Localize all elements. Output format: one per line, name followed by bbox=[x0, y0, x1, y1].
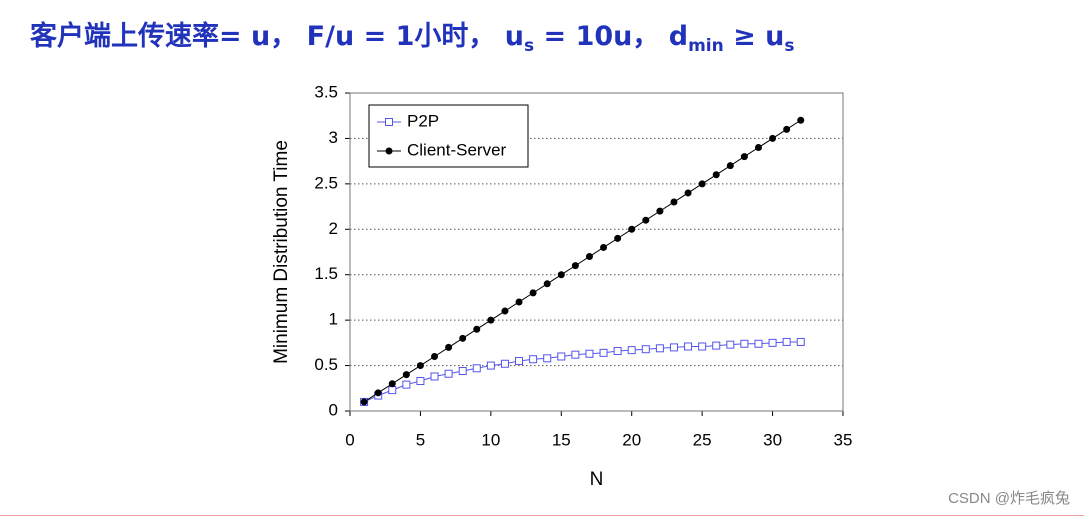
cs-marker bbox=[628, 225, 636, 233]
p2p-marker bbox=[768, 338, 777, 347]
cs-marker bbox=[600, 243, 608, 251]
legend-box bbox=[368, 104, 529, 168]
p2p-marker bbox=[669, 343, 678, 352]
legend-marker bbox=[385, 118, 393, 126]
p2p-marker bbox=[599, 348, 608, 357]
cs-marker bbox=[459, 334, 467, 342]
cs-marker bbox=[487, 316, 495, 324]
x-tick-label: 0 bbox=[345, 430, 354, 449]
cs-marker bbox=[416, 362, 424, 370]
p2p-marker bbox=[388, 386, 397, 395]
p2p-marker bbox=[430, 372, 439, 381]
p2p-marker bbox=[796, 337, 805, 346]
y-tick-label: 1.5 bbox=[314, 264, 338, 283]
x-tick-label: 20 bbox=[622, 430, 641, 449]
title-text: ≥ u bbox=[723, 21, 785, 52]
cs-marker bbox=[473, 325, 481, 333]
legend-label: Client-Server bbox=[407, 140, 507, 159]
p2p-marker bbox=[515, 357, 524, 366]
x-axis-label: N bbox=[590, 469, 604, 490]
y-tick-label: 1 bbox=[329, 310, 338, 329]
cs-marker bbox=[656, 207, 664, 215]
p2p-marker bbox=[684, 342, 693, 351]
p2p-marker bbox=[754, 339, 763, 348]
p2p-marker bbox=[402, 380, 411, 389]
x-tick-label: 15 bbox=[552, 430, 571, 449]
cs-marker bbox=[543, 280, 551, 288]
cs-marker bbox=[642, 216, 650, 224]
cs-marker bbox=[670, 198, 678, 206]
p2p-marker bbox=[557, 352, 566, 361]
x-tick-label: 10 bbox=[481, 430, 500, 449]
p2p-marker bbox=[627, 346, 636, 355]
cs-marker bbox=[740, 153, 748, 161]
watermark: CSDN @炸毛疯兔 bbox=[948, 490, 1070, 507]
cs-marker bbox=[388, 380, 396, 388]
legend-marker bbox=[385, 147, 393, 155]
cs-marker bbox=[684, 189, 692, 197]
p2p-marker bbox=[655, 344, 664, 353]
cs-marker bbox=[698, 180, 706, 188]
cs-marker bbox=[501, 307, 509, 315]
bottom-rule bbox=[0, 515, 1084, 516]
x-tick-label: 30 bbox=[763, 430, 782, 449]
cs-marker bbox=[797, 116, 805, 124]
x-tick-label: 25 bbox=[693, 430, 712, 449]
cs-marker bbox=[726, 162, 734, 170]
p2p-marker bbox=[740, 339, 749, 348]
cs-marker bbox=[445, 343, 453, 351]
p2p-marker bbox=[613, 347, 622, 356]
p2p-marker bbox=[726, 340, 735, 349]
p2p-marker bbox=[500, 359, 509, 368]
y-tick-label: 3.5 bbox=[314, 82, 338, 101]
cs-marker bbox=[571, 262, 579, 270]
p2p-marker bbox=[782, 337, 791, 346]
p2p-marker bbox=[458, 367, 467, 376]
y-tick-label: 0.5 bbox=[314, 355, 338, 374]
p2p-marker bbox=[543, 354, 552, 363]
cs-marker bbox=[374, 389, 382, 397]
cs-marker bbox=[402, 371, 410, 379]
cs-marker bbox=[585, 253, 593, 261]
cs-marker bbox=[712, 171, 720, 179]
p2p-marker bbox=[472, 364, 481, 373]
cs-marker bbox=[515, 298, 523, 306]
cs-marker bbox=[754, 144, 762, 152]
slide-title: 客户端上传速率= u， F/u = 1小时， us = 10u， dmin ≥ … bbox=[30, 14, 795, 56]
p2p-marker bbox=[585, 349, 594, 358]
p2p-marker bbox=[444, 369, 453, 378]
cs-marker bbox=[614, 234, 622, 242]
cs-marker bbox=[529, 289, 537, 297]
y-tick-label: 0 bbox=[329, 400, 338, 419]
p2p-marker bbox=[529, 355, 538, 364]
y-axis-label: Minimum Distribution Time bbox=[271, 140, 292, 364]
cs-marker bbox=[783, 125, 791, 133]
cs-marker bbox=[557, 271, 565, 279]
y-tick-label: 2.5 bbox=[314, 173, 338, 192]
p2p-marker bbox=[641, 345, 650, 354]
x-tick-label: 35 bbox=[834, 430, 853, 449]
title-subscript: s bbox=[524, 36, 535, 56]
p2p-marker bbox=[712, 341, 721, 350]
p2p-marker bbox=[486, 361, 495, 370]
cs-marker bbox=[360, 398, 368, 406]
y-tick-label: 3 bbox=[329, 128, 338, 147]
x-tick-label: 5 bbox=[416, 430, 425, 449]
title-subscript: min bbox=[688, 36, 724, 56]
y-tick-label: 2 bbox=[329, 219, 338, 238]
cs-marker bbox=[431, 352, 439, 360]
cs-marker bbox=[769, 134, 777, 142]
title-text: 客户端上传速率= u， F/u = 1小时， u bbox=[30, 21, 525, 52]
series-line bbox=[363, 341, 801, 403]
p2p-marker bbox=[571, 350, 580, 359]
title-subscript: s bbox=[784, 36, 795, 56]
p2p-marker bbox=[698, 342, 707, 351]
plot-frame bbox=[349, 92, 844, 412]
p2p-marker bbox=[416, 377, 425, 386]
legend-label: P2P bbox=[407, 111, 439, 130]
title-text: = 10u， d bbox=[534, 21, 689, 52]
